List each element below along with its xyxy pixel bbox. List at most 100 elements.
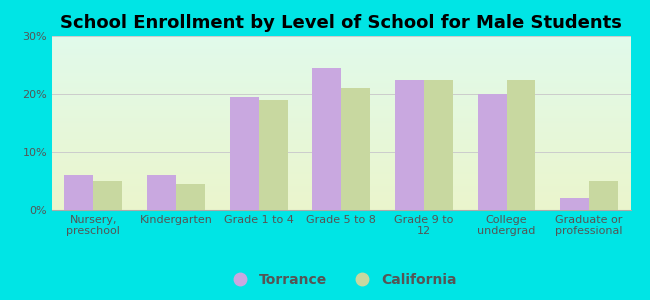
Bar — [52, 136, 630, 137]
Bar — [52, 171, 630, 172]
Bar — [52, 51, 630, 52]
Bar — [52, 98, 630, 99]
Bar — [52, 188, 630, 189]
Bar — [52, 148, 630, 149]
Bar — [52, 115, 630, 116]
Bar — [52, 107, 630, 108]
Bar — [52, 71, 630, 72]
Bar — [52, 88, 630, 89]
Bar — [52, 179, 630, 180]
Bar — [52, 103, 630, 104]
Bar — [52, 206, 630, 207]
Bar — [52, 72, 630, 73]
Bar — [52, 138, 630, 139]
Bar — [52, 199, 630, 200]
Bar — [52, 183, 630, 184]
Bar — [52, 62, 630, 63]
Bar — [52, 70, 630, 71]
Bar — [52, 116, 630, 117]
Bar — [52, 132, 630, 133]
Bar — [52, 79, 630, 80]
Bar — [52, 143, 630, 144]
Bar — [52, 102, 630, 103]
Bar — [52, 131, 630, 132]
Bar — [52, 153, 630, 154]
Bar — [52, 152, 630, 153]
Bar — [52, 163, 630, 164]
Bar — [52, 41, 630, 42]
Bar — [52, 105, 630, 106]
Bar — [52, 146, 630, 147]
Bar — [52, 203, 630, 204]
Bar — [52, 48, 630, 49]
Bar — [52, 195, 630, 196]
Bar — [52, 76, 630, 77]
Bar — [52, 174, 630, 175]
Bar — [52, 155, 630, 156]
Legend: Torrance, California: Torrance, California — [218, 266, 464, 293]
Bar — [52, 133, 630, 134]
Bar — [52, 50, 630, 51]
Bar — [52, 44, 630, 45]
Bar — [52, 168, 630, 169]
Bar — [52, 36, 630, 37]
Bar — [52, 208, 630, 209]
Bar — [52, 60, 630, 61]
Bar — [52, 123, 630, 124]
Bar — [147, 175, 176, 210]
Bar — [312, 68, 341, 210]
Bar — [52, 129, 630, 130]
Bar — [52, 190, 630, 191]
Bar — [52, 154, 630, 155]
Bar — [52, 191, 630, 192]
Bar — [52, 169, 630, 170]
Bar — [52, 100, 630, 101]
Bar — [52, 81, 630, 82]
Bar — [52, 150, 630, 151]
Bar — [52, 193, 630, 194]
Bar — [52, 149, 630, 150]
Bar — [52, 55, 630, 56]
Bar — [52, 106, 630, 107]
Bar — [52, 93, 630, 94]
Bar — [52, 95, 630, 96]
Bar — [52, 165, 630, 166]
Bar — [52, 85, 630, 86]
Bar — [52, 201, 630, 202]
Bar — [52, 127, 630, 128]
Bar — [52, 43, 630, 44]
Bar — [52, 38, 630, 39]
Bar — [52, 180, 630, 181]
Bar — [52, 172, 630, 173]
Bar — [52, 177, 630, 178]
Bar — [52, 164, 630, 165]
Bar — [52, 141, 630, 142]
Bar — [52, 87, 630, 88]
Bar — [52, 89, 630, 90]
Bar — [52, 91, 630, 92]
Bar — [52, 53, 630, 54]
Bar — [52, 82, 630, 83]
Bar — [52, 185, 630, 186]
Bar — [52, 61, 630, 62]
Bar — [52, 67, 630, 68]
Bar — [52, 46, 630, 47]
Bar — [52, 73, 630, 74]
Bar — [52, 160, 630, 161]
Bar — [52, 198, 630, 199]
Bar — [52, 124, 630, 125]
Bar — [52, 69, 630, 70]
Bar — [176, 184, 205, 210]
Bar — [52, 159, 630, 160]
Bar — [52, 142, 630, 143]
Bar — [52, 197, 630, 198]
Bar — [52, 74, 630, 75]
Bar — [52, 110, 630, 111]
Bar — [52, 194, 630, 195]
Bar — [341, 88, 370, 210]
Bar — [52, 100, 630, 101]
Bar — [52, 84, 630, 85]
Bar — [52, 47, 630, 48]
Bar — [52, 207, 630, 208]
Bar — [52, 45, 630, 46]
